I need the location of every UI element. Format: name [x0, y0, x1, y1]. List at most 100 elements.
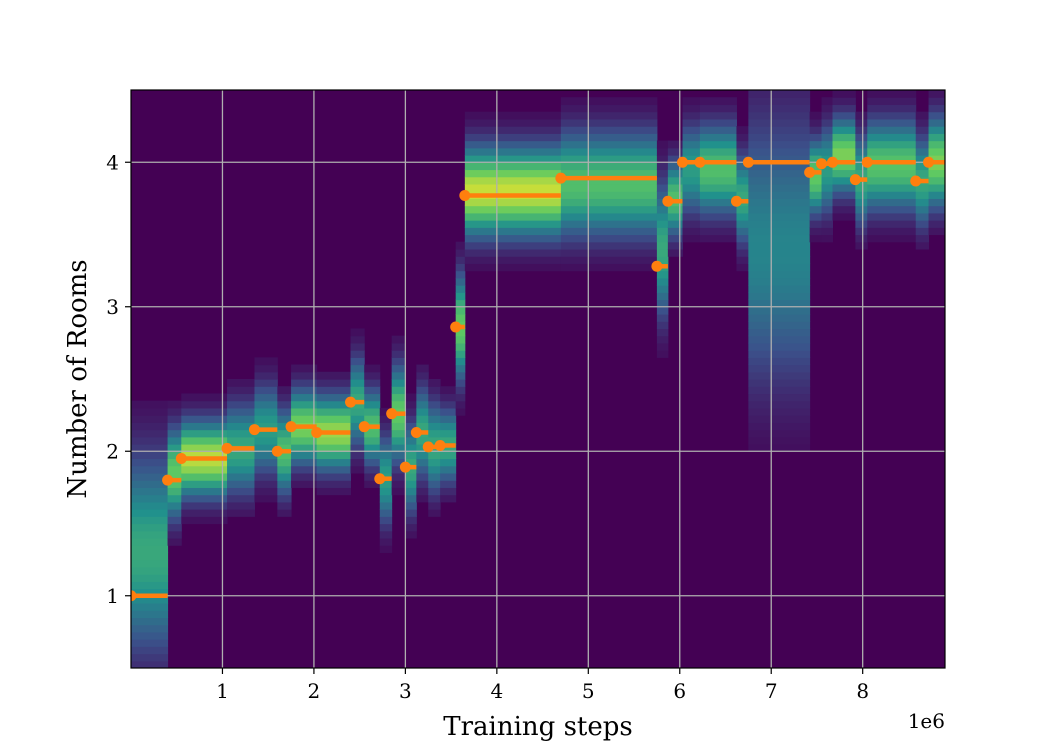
density-cell	[667, 212, 683, 221]
density-cell	[736, 126, 749, 134]
density-cell	[682, 126, 701, 134]
density-cell	[656, 313, 669, 322]
density-cell	[350, 342, 365, 351]
density-cell	[440, 444, 457, 452]
density-cell	[167, 523, 182, 532]
density-cell	[291, 400, 318, 409]
density-cell	[379, 444, 393, 452]
density-cell	[364, 371, 381, 380]
density-cell	[167, 465, 182, 474]
density-cell	[667, 205, 683, 214]
density-cell	[131, 646, 169, 655]
density-cell	[227, 429, 255, 438]
density-cell	[821, 183, 834, 192]
density-cell	[455, 299, 466, 308]
series-segment	[175, 452, 228, 464]
density-cell	[748, 335, 811, 344]
density-cell	[455, 393, 466, 402]
density-cell	[316, 371, 352, 380]
density-cell	[167, 444, 182, 452]
density-cell	[291, 371, 318, 380]
density-column	[364, 364, 381, 488]
density-cell	[560, 126, 658, 134]
density-cell	[167, 530, 182, 539]
x-axis-title: Training steps	[443, 712, 632, 742]
density-cell	[428, 458, 441, 467]
density-cell	[440, 494, 457, 503]
density-cell	[405, 509, 417, 517]
density-cell	[748, 220, 811, 228]
density-cell	[736, 241, 749, 250]
density-cell	[748, 422, 811, 431]
density-cell	[821, 155, 834, 163]
y-axis: 1 2 3 4	[106, 150, 131, 608]
density-cell	[464, 241, 562, 250]
density-cell	[131, 653, 169, 662]
density-cell	[428, 429, 441, 438]
density-cell	[405, 523, 417, 532]
density-cell	[167, 415, 182, 423]
density-cell	[928, 183, 945, 192]
density-cell	[131, 530, 169, 539]
density-cell	[316, 436, 352, 445]
density-cell	[855, 212, 868, 221]
density-cell	[227, 472, 255, 481]
density-cell	[428, 436, 441, 445]
density-cell	[855, 227, 868, 236]
series-point	[374, 473, 386, 485]
series-segment	[555, 172, 657, 184]
density-cell	[748, 90, 811, 98]
density-cell	[855, 205, 868, 214]
density-cell	[440, 415, 457, 423]
density-cell	[699, 97, 737, 106]
density-cell	[455, 270, 466, 279]
density-cell	[832, 147, 856, 156]
density-cell	[915, 220, 930, 228]
density-cell	[809, 183, 823, 192]
density-cell	[560, 241, 658, 250]
density-cell	[350, 400, 365, 409]
density-cell	[855, 126, 868, 134]
density-cell	[928, 191, 945, 199]
density-cell	[440, 400, 457, 409]
density-cell	[379, 480, 393, 488]
density-cell	[227, 487, 255, 496]
density-cell	[181, 407, 228, 416]
density-cell	[821, 234, 834, 243]
density-cell	[736, 155, 749, 163]
density-cell	[736, 256, 749, 264]
density-column	[254, 357, 278, 503]
density-cell	[667, 162, 683, 171]
density-cell	[832, 140, 856, 149]
density-cell	[405, 530, 417, 539]
density-cell	[682, 198, 701, 207]
density-cell	[928, 111, 945, 120]
density-cell	[455, 335, 466, 344]
density-column	[464, 111, 562, 272]
density-cell	[181, 516, 228, 525]
density-column	[227, 379, 255, 517]
density-cell	[699, 227, 737, 236]
density-cell	[254, 444, 278, 452]
density-cell	[667, 191, 683, 199]
density-cell	[928, 198, 945, 207]
density-cell	[915, 205, 930, 214]
density-cell	[391, 364, 406, 373]
density-cell	[379, 465, 393, 474]
density-cell	[254, 458, 278, 467]
density-cell	[131, 444, 169, 452]
density-cell	[736, 191, 749, 199]
density-cell	[464, 140, 562, 149]
density-cell	[455, 371, 466, 380]
density-cell	[809, 126, 823, 134]
density-cell	[131, 537, 169, 546]
density-cell	[821, 198, 834, 207]
y-tick-label: 4	[106, 150, 119, 174]
density-cell	[656, 270, 669, 279]
density-cell	[277, 487, 292, 496]
density-cell	[832, 126, 856, 134]
density-cell	[379, 407, 393, 416]
density-cell	[667, 140, 683, 149]
density-cell	[167, 407, 182, 416]
density-cell	[316, 407, 352, 416]
